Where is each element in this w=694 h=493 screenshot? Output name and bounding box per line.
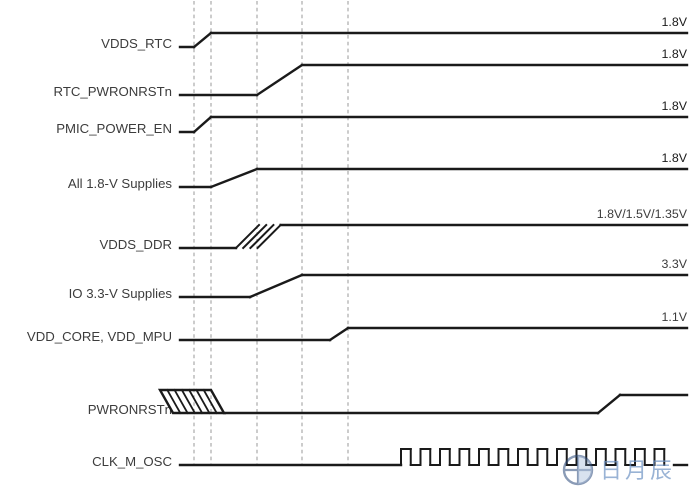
svg-text:VDD_CORE, VDD_MPU: VDD_CORE, VDD_MPU bbox=[27, 329, 172, 344]
svg-text:3.3V: 3.3V bbox=[662, 257, 688, 271]
svg-text:1.8V: 1.8V bbox=[662, 99, 688, 113]
svg-text:VDDS_RTC: VDDS_RTC bbox=[101, 36, 172, 51]
svg-text:IO 3.3-V Supplies: IO 3.3-V Supplies bbox=[69, 286, 173, 301]
svg-text:1.1V: 1.1V bbox=[662, 310, 688, 324]
svg-text:1.8V: 1.8V bbox=[662, 15, 688, 29]
svg-text:CLK_M_OSC: CLK_M_OSC bbox=[92, 454, 172, 469]
svg-text:All 1.8-V Supplies: All 1.8-V Supplies bbox=[68, 176, 172, 191]
svg-text:1.8V/1.5V/1.35V: 1.8V/1.5V/1.35V bbox=[597, 207, 688, 221]
svg-text:PMIC_POWER_EN: PMIC_POWER_EN bbox=[56, 121, 172, 136]
svg-text:1.8V: 1.8V bbox=[662, 47, 688, 61]
svg-text:辰: 辰 bbox=[650, 458, 672, 483]
svg-text:月: 月 bbox=[625, 458, 647, 483]
svg-text:RTC_PWRONRSTn: RTC_PWRONRSTn bbox=[54, 84, 172, 99]
svg-text:1.8V: 1.8V bbox=[662, 151, 688, 165]
svg-text:PWRONRSTn: PWRONRSTn bbox=[88, 402, 172, 417]
svg-text:VDDS_DDR: VDDS_DDR bbox=[99, 237, 172, 252]
svg-text:日: 日 bbox=[600, 458, 622, 483]
